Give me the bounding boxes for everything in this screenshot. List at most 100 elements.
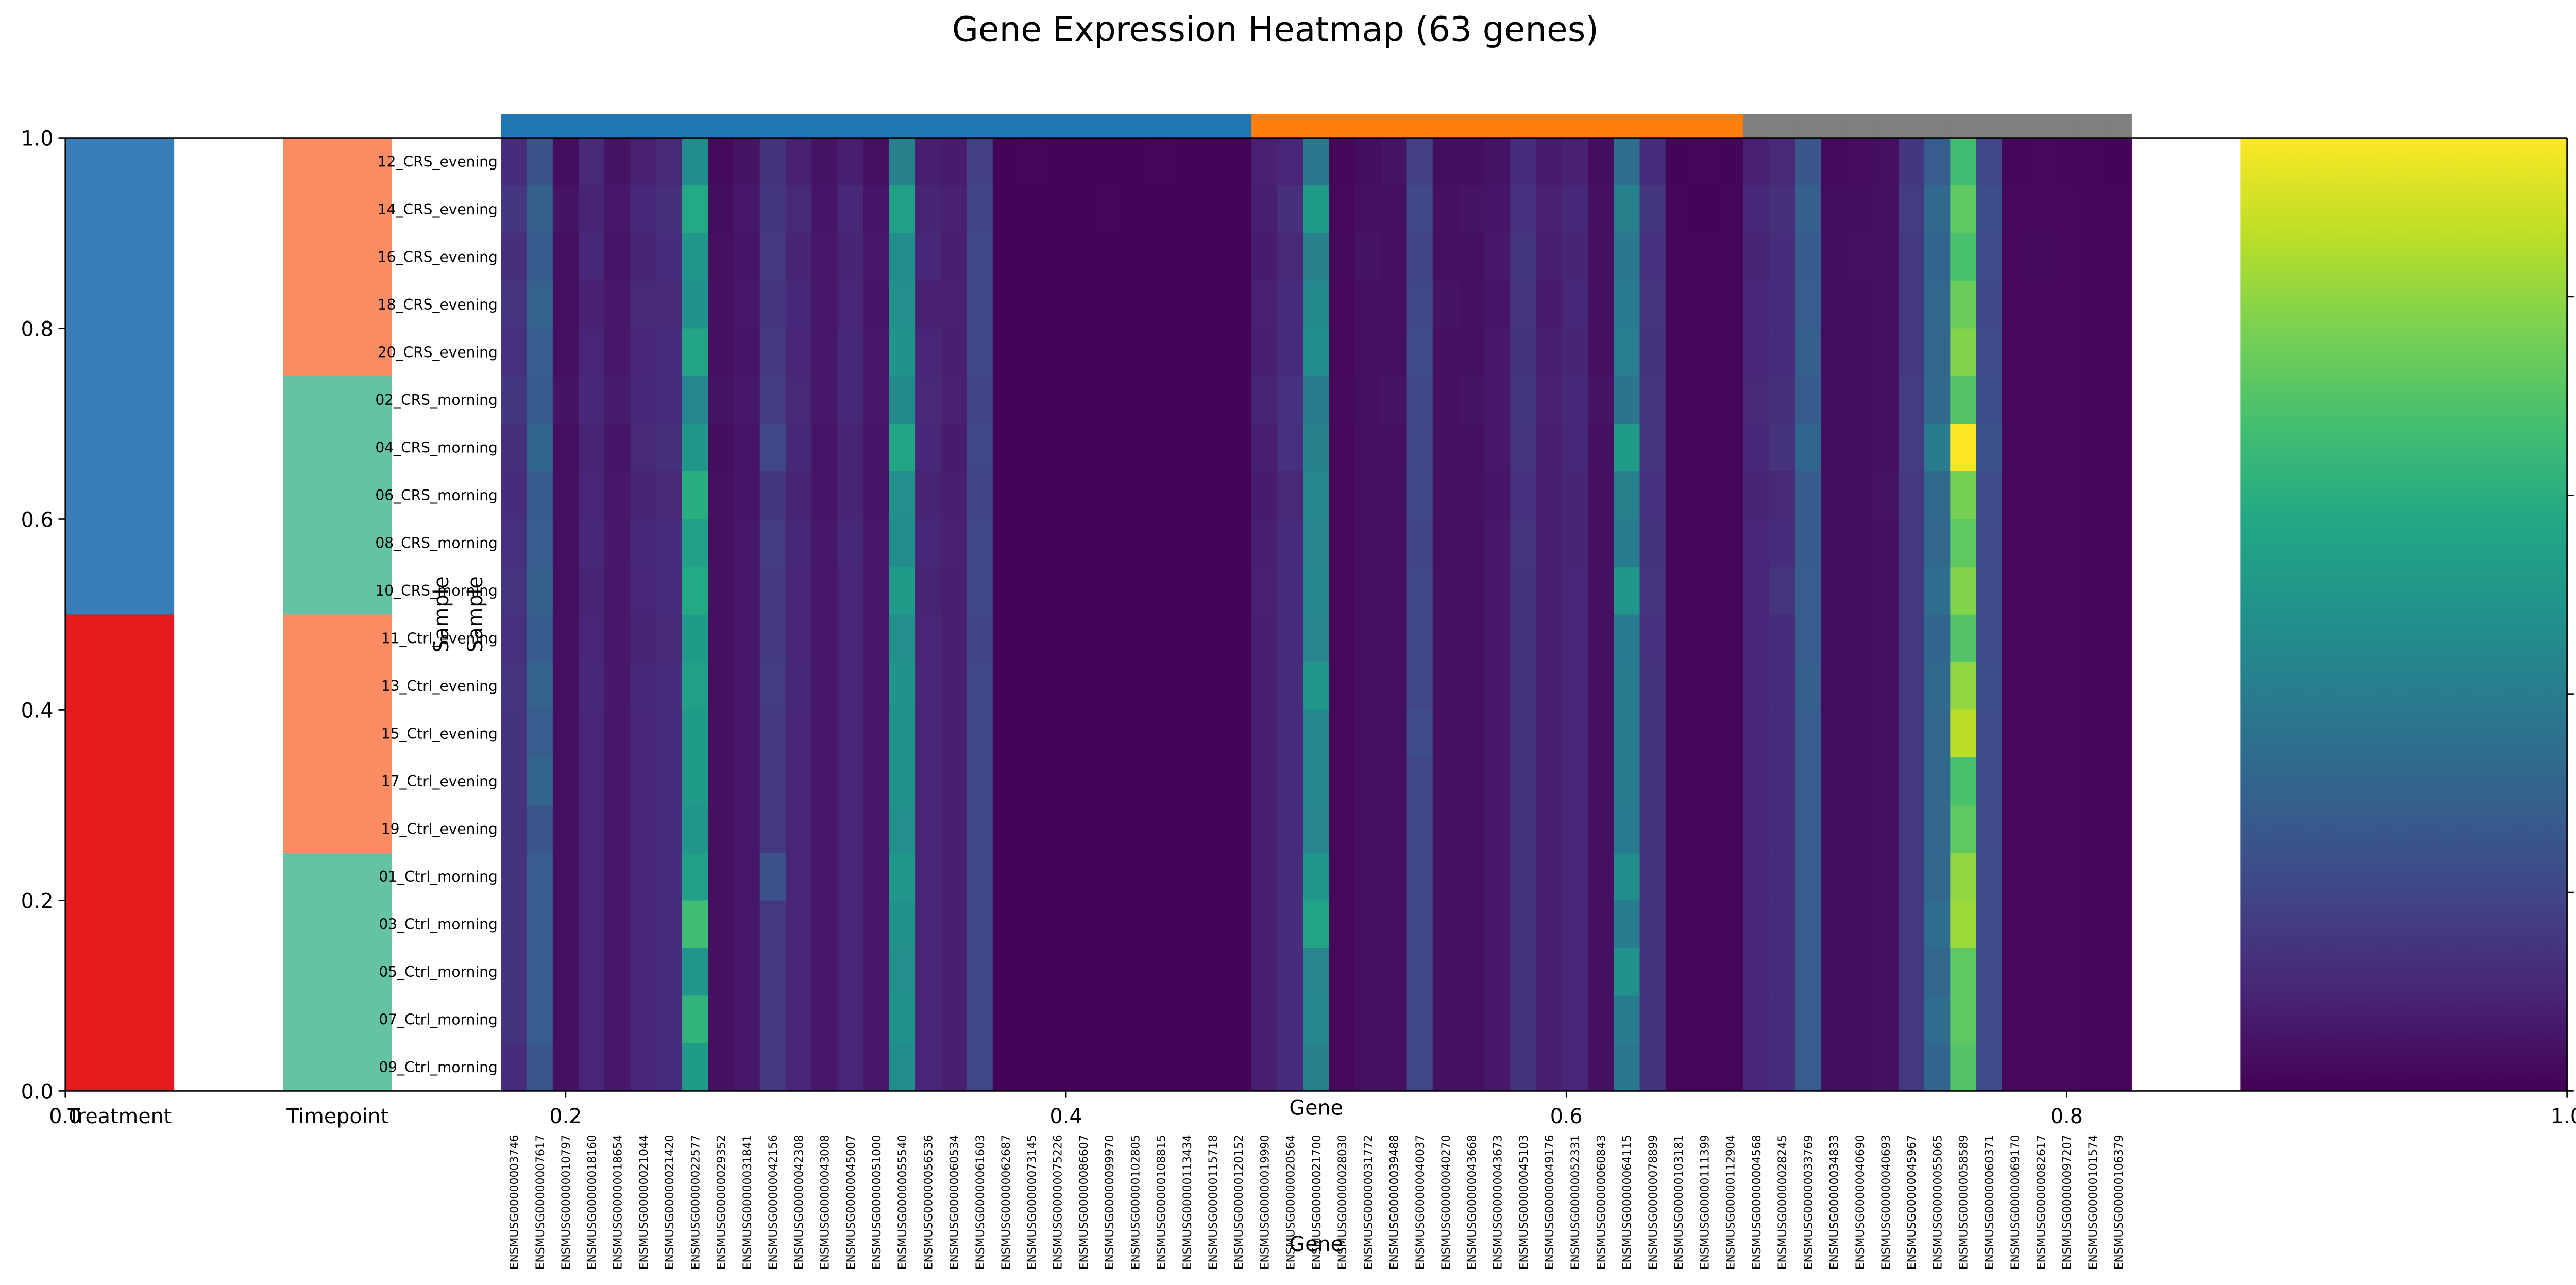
heatmap-cell	[941, 281, 968, 329]
column-annotation	[734, 114, 760, 138]
heatmap-cell	[811, 424, 838, 472]
heatmap-cell	[759, 328, 786, 377]
heatmap-cell	[1872, 185, 1899, 234]
heatmap-cell	[1432, 948, 1459, 996]
heatmap-cell	[1148, 424, 1175, 472]
heatmap-cell	[1277, 662, 1304, 711]
heatmap-cell	[1355, 376, 1382, 425]
column-annotation	[1665, 114, 1692, 138]
heatmap-cell	[1821, 852, 1848, 901]
heatmap-cell	[785, 328, 812, 377]
heatmap-cell	[2105, 376, 2132, 425]
row-annotation	[65, 376, 175, 425]
heatmap-cell	[1381, 424, 1408, 472]
column-annotation	[1329, 114, 1356, 138]
heatmap-cell	[1821, 757, 1848, 806]
heatmap-cell	[889, 567, 916, 615]
heatmap-cell	[1976, 567, 2003, 615]
gene-label: ENSMUSG00000004568	[1751, 1135, 1764, 1270]
heatmap-cell	[1277, 424, 1304, 472]
heatmap-cell	[1484, 471, 1511, 520]
heatmap-cell	[1432, 138, 1459, 187]
heatmap-cell	[915, 709, 942, 758]
heatmap-cell	[1898, 519, 1925, 567]
heatmap-cell	[1484, 995, 1511, 1044]
gene-label: ENSMUSG00000073145	[1026, 1135, 1039, 1270]
heatmap-cell	[837, 995, 864, 1044]
heatmap-cell	[552, 376, 580, 425]
x-axis-label: Gene	[1289, 1096, 1343, 1120]
heatmap-cell	[1717, 376, 1744, 425]
heatmap-cell	[837, 138, 864, 187]
heatmap-cell	[2105, 328, 2132, 377]
heatmap-cell	[785, 852, 812, 901]
column-annotation	[1950, 114, 1977, 138]
gene-label: ENSMUSG00000010797	[560, 1135, 573, 1270]
heatmap-cell	[630, 948, 657, 996]
heatmap-cell	[1665, 376, 1692, 425]
heatmap-cell	[552, 995, 580, 1044]
heatmap-cell	[1639, 995, 1666, 1044]
heatmap-cell	[1846, 757, 1873, 806]
row-annotation	[65, 138, 175, 187]
gene-label: ENSMUSG00000097207	[2061, 1135, 2074, 1270]
heatmap-cell	[1924, 138, 1951, 187]
heatmap-cell	[1794, 376, 1822, 425]
heatmap-cell	[1743, 805, 1770, 853]
heatmap-cell	[1821, 662, 1848, 711]
heatmap-cell	[1381, 995, 1408, 1044]
heatmap-cell	[1174, 185, 1200, 234]
heatmap-cell	[1484, 900, 1511, 949]
heatmap-cell	[1458, 995, 1485, 1044]
heatmap-cell	[1019, 471, 1045, 520]
heatmap-cell	[1769, 519, 1795, 567]
heatmap-cell	[2002, 757, 2029, 806]
heatmap-cell	[992, 328, 1019, 377]
heatmap-cell	[941, 662, 968, 711]
gene-label: ENSMUSG00000022577	[689, 1135, 702, 1270]
heatmap-cell	[656, 805, 683, 853]
heatmap-cell	[1199, 281, 1226, 329]
heatmap-cell	[1950, 948, 1977, 996]
heatmap-cell	[1821, 328, 1848, 377]
heatmap-cell	[811, 471, 838, 520]
heatmap-cell	[1044, 376, 1071, 425]
heatmap-cell	[941, 900, 968, 949]
column-annotation	[1743, 114, 1770, 138]
heatmap-cell	[1769, 138, 1795, 187]
heatmap-cell	[1898, 948, 1925, 996]
heatmap-cell	[1355, 1043, 1382, 1092]
heatmap-cell	[1924, 948, 1951, 996]
heatmap-cell	[1510, 1043, 1537, 1092]
heatmap-cell	[527, 852, 553, 901]
heatmap-cell	[734, 709, 760, 758]
heatmap-cell	[1872, 233, 1899, 282]
heatmap-cell	[1510, 852, 1537, 901]
gene-label: ENSMUSG00000082617	[2035, 1135, 2048, 1270]
heatmap-cell	[2105, 900, 2132, 949]
heatmap-cell	[1510, 185, 1537, 234]
heatmap-cell	[604, 614, 631, 663]
heatmap-cell	[1174, 519, 1200, 567]
heatmap-cell	[2105, 852, 2132, 901]
heatmap-cell	[1122, 424, 1149, 472]
heatmap-cell	[1691, 567, 1718, 615]
x-tick-label: 0.0	[49, 1105, 81, 1128]
heatmap-cell	[708, 281, 735, 329]
heatmap-cell	[630, 852, 657, 901]
y-tick-label: 0.8	[21, 317, 54, 341]
heatmap-cell	[941, 233, 968, 282]
heatmap-cell	[1148, 376, 1175, 425]
gene-label: ENSMUSG00000028030	[1336, 1135, 1349, 1270]
heatmap-cell	[501, 281, 528, 329]
heatmap-cell	[1458, 614, 1485, 663]
heatmap-cell	[1665, 519, 1692, 567]
sample-label: 10_CRS_morning	[375, 582, 497, 599]
heatmap-cell	[1019, 757, 1045, 806]
heatmap-cell	[1924, 233, 1951, 282]
heatmap-cell	[2054, 281, 2080, 329]
heatmap-cell	[1924, 614, 1951, 663]
heatmap-cell	[967, 233, 993, 282]
heatmap-cell	[759, 471, 786, 520]
